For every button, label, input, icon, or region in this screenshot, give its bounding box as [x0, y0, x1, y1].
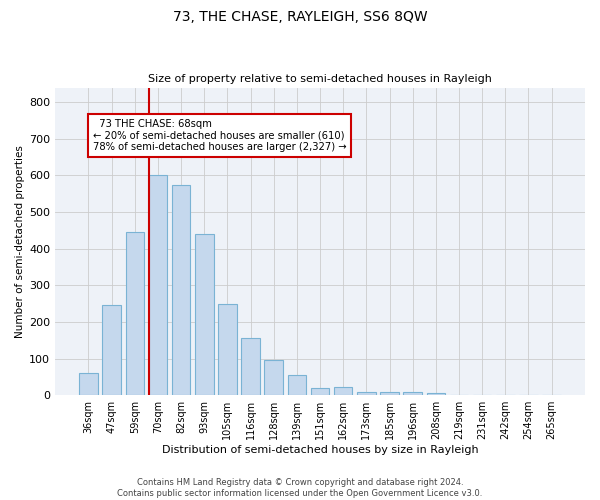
Bar	[125, 232, 144, 395]
Text: 73, THE CHASE, RAYLEIGH, SS6 8QW: 73, THE CHASE, RAYLEIGH, SS6 8QW	[173, 10, 427, 24]
Bar	[265, 360, 283, 395]
Bar	[241, 338, 260, 395]
Bar	[172, 184, 190, 395]
Bar	[79, 373, 98, 395]
Text: Contains HM Land Registry data © Crown copyright and database right 2024.
Contai: Contains HM Land Registry data © Crown c…	[118, 478, 482, 498]
X-axis label: Distribution of semi-detached houses by size in Rayleigh: Distribution of semi-detached houses by …	[162, 445, 478, 455]
Title: Size of property relative to semi-detached houses in Rayleigh: Size of property relative to semi-detach…	[148, 74, 492, 84]
Bar	[287, 375, 306, 395]
Bar	[103, 306, 121, 395]
Bar	[427, 394, 445, 395]
Bar	[357, 392, 376, 395]
Bar	[149, 176, 167, 395]
Bar	[311, 388, 329, 395]
Bar	[380, 392, 399, 395]
Bar	[334, 387, 352, 395]
Bar	[403, 392, 422, 395]
Bar	[218, 304, 237, 395]
Bar	[195, 234, 214, 395]
Y-axis label: Number of semi-detached properties: Number of semi-detached properties	[15, 145, 25, 338]
Text: 73 THE CHASE: 68sqm
← 20% of semi-detached houses are smaller (610)
78% of semi-: 73 THE CHASE: 68sqm ← 20% of semi-detach…	[92, 118, 346, 152]
